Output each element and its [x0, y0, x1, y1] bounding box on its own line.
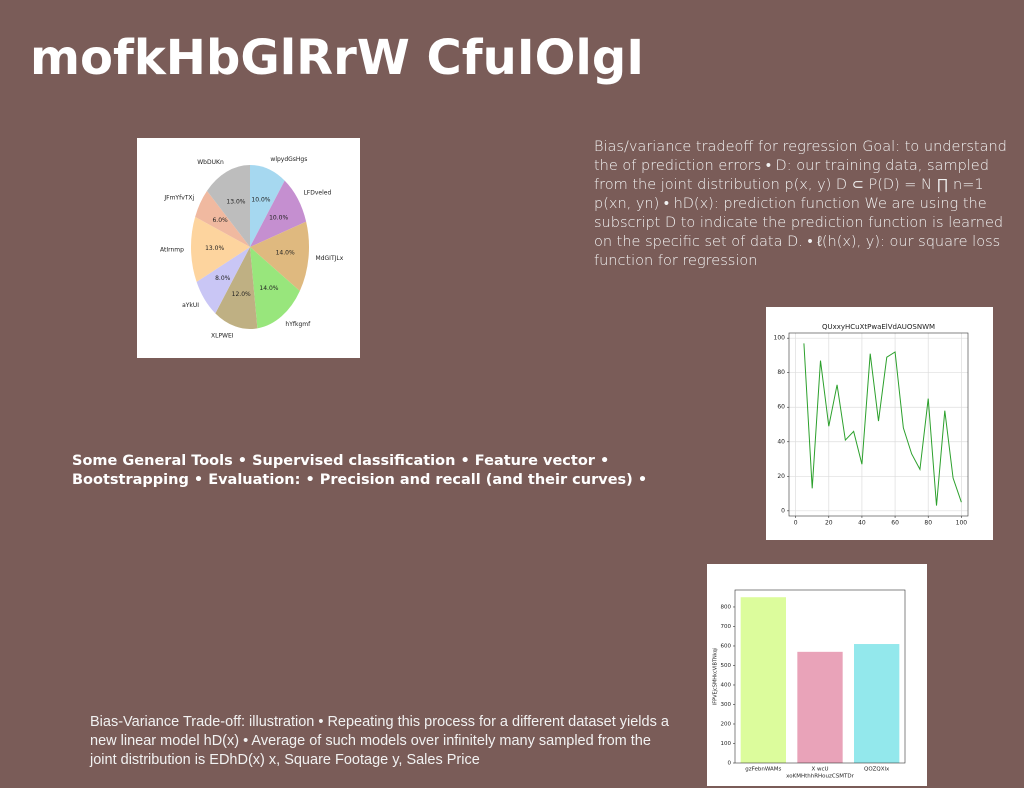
y-tick-label: 600: [721, 643, 732, 649]
slice-value-label: 13.0%: [226, 198, 245, 205]
pie-slice: [191, 216, 250, 282]
y-tick-label: 40: [777, 438, 785, 445]
x-tick-label: 80: [924, 520, 932, 527]
pie-slice: [250, 165, 285, 247]
pie-slice: [215, 247, 258, 329]
y-tick-label: 300: [721, 702, 732, 708]
text-block: Some General Tools • Supervised classifi…: [72, 453, 648, 488]
text-block: Bias-Variance Trade-off: illustration • …: [90, 714, 669, 768]
x-tick-label: 100: [956, 520, 968, 527]
slice-label: hYfkgmf: [285, 321, 311, 328]
y-tick-label: 60: [777, 404, 785, 411]
pie-slice: [196, 247, 250, 314]
slice-value-label: 6.0%: [212, 217, 228, 224]
slice-label: XLPWEI: [211, 332, 234, 339]
bar: [797, 651, 843, 763]
slice-label: LFDveled: [303, 190, 331, 197]
y-tick-label: 0: [781, 507, 785, 514]
bar: [740, 597, 786, 763]
slice-value-label: 14.0%: [276, 250, 295, 257]
x-tick-label: gzFebnWAMs: [745, 767, 781, 773]
slice-label: AtIrnmp: [160, 246, 184, 253]
slice-value-label: 13.0%: [205, 245, 224, 252]
slide-title: mofkHbGlRrW CfuIOlgI: [30, 30, 645, 86]
x-tick-label: 40: [858, 520, 866, 527]
x-tick-label: QOZQXlx: [864, 767, 890, 773]
pie-slice: [206, 165, 250, 247]
plot-frame: [788, 332, 969, 517]
bar-chart: 0 100 200 300 400 500 600 700 800 gzFebnWAMs X wcU…: [707, 564, 927, 786]
pie-slice: [250, 221, 309, 291]
line-chart: QUxxyHCuXtPwaElVdAUOSNWM 0 20 40 60 80 100 0 20 4…: [766, 307, 993, 540]
x-tick-label: 0: [794, 520, 798, 527]
pie-chart: wlpydGsHgs 10.0% LFDveled 10.0% MdGITJLx 14.0…: [137, 138, 360, 358]
x-tick-label: X wcU: [811, 767, 828, 773]
slice-value-label: 10.0%: [251, 197, 270, 204]
y-tick-label: 20: [777, 473, 785, 480]
y-axis-label: lFPVEjcSMHkcVlBTNkqi: [713, 648, 719, 705]
y-tick-label: 80: [777, 369, 785, 376]
y-tick-label: 700: [721, 624, 732, 630]
text-block: Bias/variance tradeoff for regression Go…: [594, 139, 1007, 269]
plot-frame: [734, 589, 906, 764]
pie-slice: [250, 247, 300, 329]
slice-label: wlpydGsHgs: [270, 156, 307, 163]
y-tick-label: 800: [721, 604, 732, 610]
line-series: [803, 343, 962, 506]
y-tick-label: 100: [774, 335, 786, 342]
y-tick-label: 500: [721, 663, 732, 669]
slice-value-label: 14.0%: [259, 285, 278, 292]
pie-slice: [195, 190, 250, 247]
bar: [854, 644, 900, 763]
x-tick-label: 20: [825, 520, 833, 527]
slice-label: MdGITJLx: [316, 255, 344, 262]
chart-title: QUxxyHCuXtPwaElVdAUOSNWM: [822, 323, 935, 331]
slice-value-label: 10.0%: [269, 215, 288, 222]
y-tick-label: 0: [728, 761, 732, 767]
pie-slice: [250, 180, 307, 247]
y-tick-label: 100: [721, 741, 732, 747]
slice-label: aYkUI: [182, 302, 199, 309]
y-tick-label: 200: [721, 721, 732, 727]
y-tick-label: 400: [721, 682, 732, 688]
slice-value-label: 12.0%: [232, 291, 251, 298]
x-tick-label: 60: [891, 520, 899, 527]
slice-label: WbDUKn: [197, 159, 224, 166]
x-axis-label: xoKMHthhRHouzCSMTDr: [786, 774, 854, 780]
slice-label: JFmYfvTXj: [163, 194, 194, 201]
slice-value-label: 8.0%: [215, 275, 231, 282]
